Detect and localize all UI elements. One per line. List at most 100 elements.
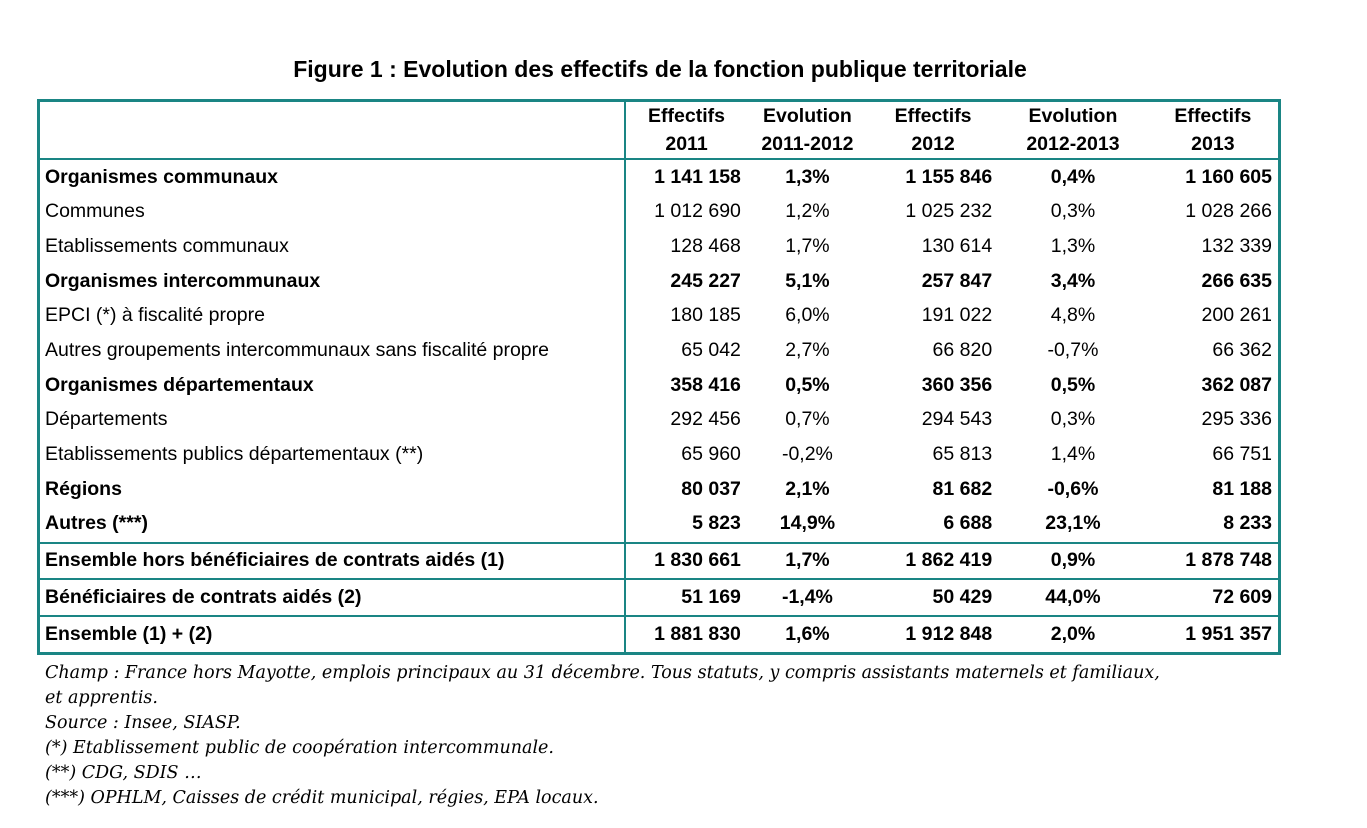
note-champ-cont: et apprentis. xyxy=(45,688,158,708)
row-label: Communes xyxy=(38,194,627,230)
cell-effectifs-2011: 5 823 xyxy=(692,512,741,535)
cell-effectifs-2012: 65 813 xyxy=(932,443,993,466)
cell-evolution-2011-2012: 1,7% xyxy=(746,541,868,580)
cell-effectifs-2013: 1 878 748 xyxy=(1147,541,1280,580)
row-label: Bénéficiaires de contrats aidés (2) xyxy=(38,578,627,616)
cell-effectifs-2013: 132 339 xyxy=(1201,234,1273,257)
cell-effectifs-2013: 66 751 xyxy=(1212,443,1272,466)
cell-effectifs-2011: 1 012 690 xyxy=(654,200,741,223)
cell-effectifs-2012: 191 022 xyxy=(921,304,993,327)
cell-effectifs-2012: 81 682 xyxy=(932,477,993,500)
table-row: Départements 292 456 0,7% 294 543 0,3% 295 33… xyxy=(38,402,1280,438)
cell-effectifs-2013: 8 233 xyxy=(1223,512,1272,535)
cell-evolution-2012-2013: -0,7% xyxy=(1047,339,1099,362)
cell-effectifs-2013: 1 160 605 xyxy=(1185,165,1272,188)
cell-evolution-2012-2013: 44,0% xyxy=(998,578,1148,616)
row-label: Autres groupements intercommunaux sans f… xyxy=(38,333,627,369)
effectifs-table: Effectifs 2011 Evolution 2011-2012 Effecti… xyxy=(37,99,1281,655)
cell-effectifs-2013: 66 362 xyxy=(1212,339,1272,362)
table-row: Organismes départementaux 358 416 0,5% 360 … xyxy=(38,368,1280,403)
cell-effectifs-2013: 81 188 xyxy=(1212,477,1272,500)
cell-evolution-2012-2013: 1,3% xyxy=(1050,234,1096,257)
cell-effectifs-2012: 1 025 232 xyxy=(905,200,993,223)
cell-evolution-2012-2013: 0,4% xyxy=(1050,165,1096,188)
cell-evolution-2012-2013: 3,4% xyxy=(1050,269,1096,292)
cell-effectifs-2011: 80 037 xyxy=(681,477,741,500)
cell-evolution-2011-2012: 0,7% xyxy=(785,408,830,431)
cell-evolution-2011-2012: 1,2% xyxy=(785,200,830,223)
cell-effectifs-2011: 1 830 661 xyxy=(625,541,747,580)
cell-evolution-2011-2012: 2,7% xyxy=(785,339,830,362)
cell-evolution-2011-2012: 6,0% xyxy=(785,304,830,327)
cell-effectifs-2011: 1 141 158 xyxy=(654,165,741,188)
row-label: Ensemble hors bénéficiaires de contrats … xyxy=(38,541,627,580)
cell-evolution-2012-2013: 23,1% xyxy=(1045,512,1101,535)
cell-evolution-2011-2012: -0,2% xyxy=(781,443,833,466)
row-label: Autres (***) xyxy=(38,506,627,543)
cell-effectifs-2011: 65 960 xyxy=(681,443,741,466)
cell-effectifs-2013: 295 336 xyxy=(1201,408,1273,431)
cell-effectifs-2011: 245 227 xyxy=(670,269,741,292)
cell-effectifs-2012: 257 847 xyxy=(921,269,993,292)
cell-evolution-2011-2012: 0,5% xyxy=(785,373,830,396)
cell-evolution-2011-2012: 2,1% xyxy=(785,477,830,500)
note-cdg: (**) CDG, SDIS … xyxy=(45,763,202,783)
cell-effectifs-2011: 51 169 xyxy=(625,578,747,616)
cell-evolution-2011-2012: 14,9% xyxy=(779,512,836,535)
cell-effectifs-2011: 1 881 830 xyxy=(625,614,747,654)
figure-title: Figure 1 : Evolution des effectifs de la… xyxy=(293,56,1027,82)
table-row: Autres (***) 5 823 14,9% 6 688 23,1% 8 233 xyxy=(38,506,1280,543)
cell-evolution-2011-2012: 1,7% xyxy=(785,234,830,257)
cell-effectifs-2012: 130 614 xyxy=(921,234,993,257)
row-label: Régions xyxy=(38,472,627,507)
cell-evolution-2012-2013: 4,8% xyxy=(1050,304,1096,327)
cell-effectifs-2012: 6 688 xyxy=(943,512,993,535)
note-ophlm: (***) OPHLM, Caisses de crédit municipal… xyxy=(45,788,599,808)
row-label: Etablissements publics départementaux (*… xyxy=(38,437,627,473)
row-label: Organismes départementaux xyxy=(38,368,627,403)
cell-effectifs-2012: 50 429 xyxy=(867,578,999,616)
cell-effectifs-2013: 72 609 xyxy=(1147,578,1280,616)
cell-effectifs-2011: 128 468 xyxy=(670,234,741,257)
header-label-cell xyxy=(38,100,627,160)
cell-effectifs-2011: 180 185 xyxy=(670,304,741,327)
header-effectifs-2012: Effectifs 2012 xyxy=(867,100,999,160)
table-row: Bénéficiaires de contrats aidés (2) 51 16… xyxy=(38,578,1280,616)
cell-effectifs-2012: 1 912 848 xyxy=(867,614,999,654)
cell-evolution-2012-2013: 0,3% xyxy=(1050,408,1096,431)
cell-evolution-2011-2012: 1,6% xyxy=(746,614,868,654)
cell-effectifs-2012: 1 862 419 xyxy=(867,541,999,580)
cell-effectifs-2011: 358 416 xyxy=(670,373,741,396)
cell-effectifs-2012: 360 356 xyxy=(921,373,993,396)
header-evolution-2012-2013: Evolution 2012-2013 xyxy=(998,100,1148,160)
table-row: Ensemble (1) + (2) 1 881 830 1,6% 1 912 848… xyxy=(38,614,1280,654)
row-label: Organismes intercommunaux xyxy=(38,264,627,299)
table-row: Etablissements publics départementaux (*… xyxy=(38,437,1280,473)
cell-evolution-2012-2013: 0,9% xyxy=(998,541,1148,580)
note-champ: Champ : France hors Mayotte, emplois pri… xyxy=(45,663,1160,683)
row-label: Ensemble (1) + (2) xyxy=(38,614,627,654)
row-label: Etablissements communaux xyxy=(38,229,627,265)
table-row: EPCI (*) à fiscalité propre 180 185 6,0% 19… xyxy=(38,298,1280,334)
cell-effectifs-2013: 266 635 xyxy=(1201,269,1273,292)
table-row: Organismes intercommunaux 245 227 5,1% 257 … xyxy=(38,264,1280,299)
header-effectifs-2011: Effectifs 2011 xyxy=(625,100,747,160)
cell-evolution-2011-2012: 1,3% xyxy=(785,165,830,188)
cell-evolution-2012-2013: 1,4% xyxy=(1050,443,1096,466)
note-source: Source : Insee, SIASP. xyxy=(45,713,241,733)
table-row: Autres groupements intercommunaux sans f… xyxy=(38,333,1280,369)
cell-effectifs-2011: 65 042 xyxy=(681,339,741,362)
cell-effectifs-2012: 1 155 846 xyxy=(905,165,993,188)
table-row: Régions 80 037 2,1% 81 682 -0,6% 81 188 xyxy=(38,472,1280,507)
cell-evolution-2012-2013: 0,3% xyxy=(1050,200,1096,223)
table-header-row: Effectifs 2011 Evolution 2011-2012 Effecti… xyxy=(38,100,1280,160)
table-row: Etablissements communaux 128 468 1,7% 130 6… xyxy=(38,229,1280,265)
table-row: Communes 1 012 690 1,2% 1 025 232 0,3% 1 028 … xyxy=(38,194,1280,230)
row-label: Organismes communaux xyxy=(38,159,627,195)
footnotes: Champ : France hors Mayotte, emplois pri… xyxy=(45,661,1345,811)
cell-effectifs-2012: 294 543 xyxy=(921,408,993,431)
cell-effectifs-2011: 292 456 xyxy=(670,408,741,431)
cell-effectifs-2012: 66 820 xyxy=(932,339,993,362)
cell-effectifs-2013: 1 028 266 xyxy=(1185,200,1272,223)
cell-effectifs-2013: 1 951 357 xyxy=(1147,614,1280,654)
